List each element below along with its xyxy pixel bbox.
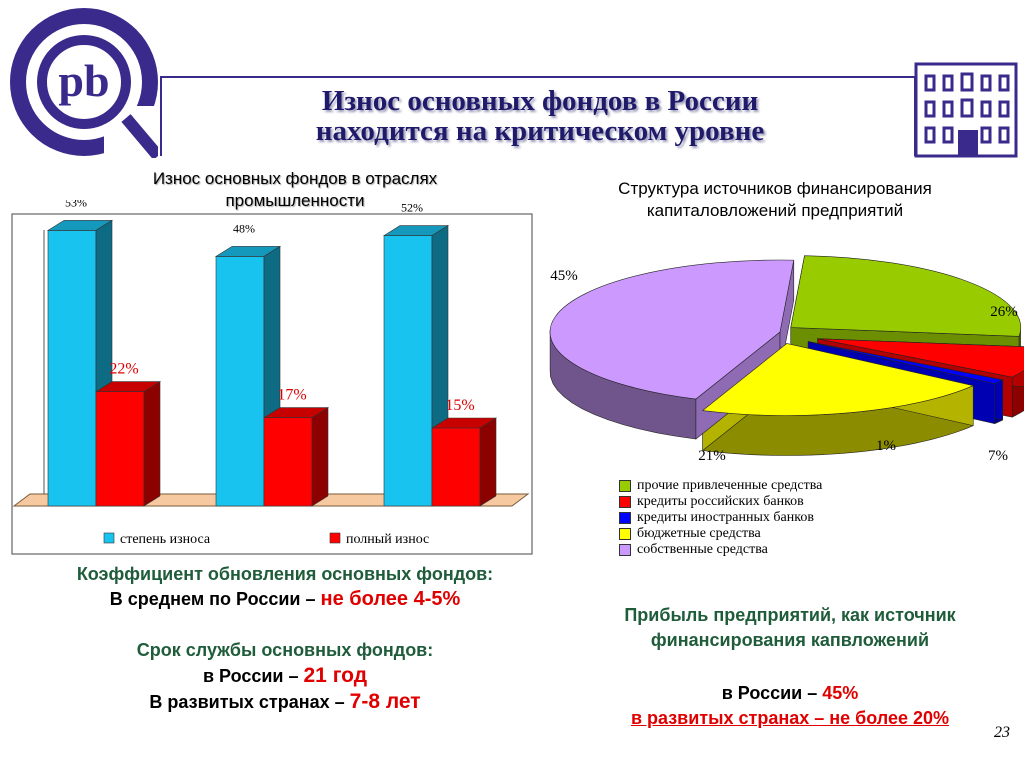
bar-front — [383, 235, 433, 507]
profit-russia-value: 45% — [822, 683, 859, 703]
bar-value-label: 48% — [233, 221, 255, 235]
pie-slice-label: 45% — [550, 268, 578, 284]
pie-legend-swatch — [619, 496, 631, 508]
legend-swatch — [329, 532, 341, 544]
chart-frame — [11, 213, 533, 555]
coef-title: Коэффициент обновления основных фондов: — [76, 564, 494, 584]
bar-front — [95, 391, 145, 507]
pie-legend-label: бюджетные средства — [637, 526, 761, 541]
pie-legend-label: кредиты иностранных банков — [637, 510, 814, 525]
life-russia-prefix: в России – — [202, 666, 304, 686]
life-dev-line: В развитых странах – 7-8 лет — [20, 689, 550, 715]
pie-slice — [817, 338, 1024, 378]
coef-value: не более 4-5% — [320, 588, 461, 610]
bar-value-label: 52% — [401, 201, 423, 215]
header-left-rule — [160, 76, 162, 156]
profit-russia-prefix: в России – — [721, 683, 823, 703]
life-russia-value: 21 год — [303, 664, 368, 687]
coef-prefix: В среднем по России – — [109, 589, 321, 609]
coef-line: В среднем по России – не более 4-5% — [20, 587, 550, 612]
legend-label: полный износ — [346, 532, 429, 547]
bar-value-label: 15% — [445, 397, 474, 414]
bar-value-label: 17% — [277, 387, 306, 404]
pie-chart: 26% 7% 1% 21% 45% — [549, 255, 1024, 464]
bar-chart: 53% 48% 52% 22% 17% 15% степень износа полный и… — [11, 200, 533, 555]
pie-legend-label: кредиты российских банков — [637, 494, 804, 509]
profit-line1: Прибыль предприятий, как источник — [624, 605, 956, 625]
legend-swatch — [103, 532, 115, 544]
bar-front — [215, 256, 265, 507]
bar-value-label: 22% — [109, 361, 138, 378]
pie-slice-label: 21% — [698, 448, 726, 464]
life-russia-line: в России – 21 год — [20, 663, 550, 689]
pie-slice-label: 7% — [988, 448, 1008, 464]
legend-label: степень износа — [120, 532, 211, 547]
left-chart-title: Износ основных фондов в отраслях промышл… — [50, 168, 540, 212]
left-info: Коэффициент обновления основных фондов: … — [20, 562, 550, 715]
life-title: Срок службы основных фондов: — [136, 640, 434, 660]
bar-front — [263, 417, 313, 507]
pie-slice — [808, 341, 1004, 384]
page-title-line2: находится на критическом уровне — [315, 115, 765, 147]
life-dev-value: 7-8 лет — [349, 690, 421, 713]
pie-slice — [790, 255, 1022, 337]
bar-side — [311, 407, 329, 507]
pie-legend-swatch — [619, 544, 631, 556]
bar-front — [431, 427, 481, 507]
pie-legend-swatch — [619, 480, 631, 492]
profit-russia-line: в России – 45% — [560, 681, 1020, 706]
pie-legend-swatch — [619, 512, 631, 524]
pie-slice-label: 26% — [990, 304, 1018, 320]
right-chart-title-line2: капиталовложений предприятий — [646, 201, 904, 220]
bar-side — [143, 381, 161, 507]
page-title-line1: Износ основных фондов в России — [321, 85, 759, 117]
bar-front — [47, 230, 97, 507]
left-chart-title-line1: Износ основных фондов в отраслях — [152, 169, 438, 188]
pie-slice — [701, 343, 975, 416]
pie-legend-swatch — [619, 528, 631, 540]
profit-developed-line: в развитых странах – не более 20% — [630, 708, 950, 728]
pie-legend-label: прочие привлеченные средства — [637, 478, 823, 493]
right-info: Прибыль предприятий, как источник финанс… — [560, 603, 1020, 731]
header-rule — [160, 76, 916, 78]
pie-slice — [549, 259, 795, 400]
bar-value-label: 53% — [65, 200, 87, 209]
pie-legend: прочие привлеченные средства кредиты росс… — [615, 478, 945, 560]
pie-slice-label: 1% — [876, 438, 896, 454]
bar-side — [479, 417, 497, 507]
page-number: 23 — [994, 724, 1010, 741]
pie-legend-label: собственные средства — [637, 542, 768, 557]
logo-letters: pb — [58, 55, 109, 106]
right-chart-title: Структура источников финансирования капи… — [535, 178, 1015, 222]
profit-line2: финансирования капвложений — [650, 630, 930, 650]
life-dev-prefix: В развитых странах – — [149, 692, 350, 712]
right-chart-title-line1: Структура источников финансирования — [618, 179, 932, 198]
bank-logo-icon: pb — [10, 8, 158, 158]
building-icon — [914, 62, 1018, 158]
left-chart-title-line2: промышленности — [225, 191, 365, 210]
